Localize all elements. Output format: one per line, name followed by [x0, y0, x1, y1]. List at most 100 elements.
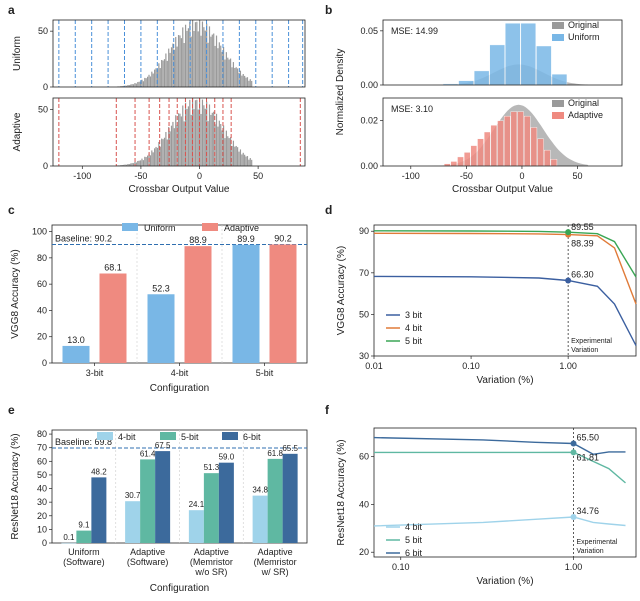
histogram-bar	[158, 63, 160, 87]
x-tick-label: 0.01	[365, 361, 383, 371]
histogram-bar	[210, 114, 212, 166]
panel-f-resnet18-variation: Experimental Variation 4 bit 5 bit 6 bit 65.5…	[336, 427, 637, 587]
legend-swatch-original	[552, 100, 564, 107]
legend-label: 3 bit	[405, 310, 423, 320]
quantized-density-bar	[489, 44, 505, 86]
plot-frame	[51, 224, 308, 364]
bar-6-bit	[91, 477, 107, 543]
y-tick-label: 40	[37, 305, 47, 315]
y-tick-label: 0.02	[360, 116, 378, 126]
panel-label-a: a	[8, 3, 15, 17]
histogram-bar	[186, 109, 188, 166]
y-tick-label: 80	[37, 253, 47, 263]
histogram-bar	[177, 35, 180, 87]
legend-swatch-uniform	[122, 223, 138, 231]
y-tick-label: 0	[43, 161, 48, 171]
histogram-bar	[121, 165, 123, 166]
histogram-bar	[207, 42, 209, 87]
bar-value-label: 24.1	[189, 500, 205, 509]
histogram-bar	[175, 37, 177, 87]
x-tick-label: 5-bit	[256, 368, 274, 378]
histogram-bar	[215, 113, 218, 166]
panel-b-density: 0.00 0.05 MSE: 14.99 Original Uniform 0.00 0.0…	[335, 19, 623, 195]
bar-6-bit	[218, 462, 234, 543]
histogram-bar	[144, 77, 146, 87]
quantized-density-bar	[520, 23, 537, 86]
legend-label: Uniform	[568, 32, 600, 42]
histogram-bar	[147, 155, 149, 166]
plot-frame	[52, 19, 306, 88]
histogram-bar	[149, 76, 152, 87]
histogram-bar	[132, 84, 135, 87]
histogram-bar	[201, 21, 204, 87]
histogram-bar	[241, 75, 243, 87]
histogram-bar	[163, 59, 166, 87]
histogram-bar	[172, 121, 174, 166]
legend-label: 6-bit	[243, 432, 261, 442]
x-tick-label: 50	[253, 171, 263, 181]
histogram-bar	[179, 35, 181, 87]
histogram-bar	[141, 158, 143, 166]
histogram-bar	[154, 69, 156, 87]
histogram-bar	[134, 161, 136, 166]
histogram-bar	[151, 71, 153, 87]
histogram-bar	[184, 24, 187, 87]
legend-label: Original	[568, 20, 599, 30]
quantized-density-bar	[517, 111, 524, 167]
x-axis-label: Configuration	[150, 583, 209, 594]
histogram-bar	[168, 48, 170, 87]
panel-label-e: e	[8, 403, 15, 417]
histogram-bar	[211, 34, 213, 87]
histogram-bar	[134, 83, 136, 87]
histogram-bar	[187, 106, 189, 166]
histogram-bar	[163, 137, 166, 166]
legend-label: 5 bit	[405, 336, 423, 346]
x-tick-label: (Software)	[63, 557, 105, 567]
histogram-bar	[175, 115, 177, 166]
histogram-bar	[238, 72, 240, 87]
x-tick-label: -50	[460, 171, 473, 181]
x-tick-label: Adaptive	[194, 547, 229, 557]
histogram-bar	[251, 159, 253, 166]
histogram-bar	[138, 160, 140, 166]
bar-value-label: 61.4	[140, 449, 156, 458]
histogram-bar	[246, 156, 249, 166]
quantized-density-bar	[490, 124, 498, 167]
histogram-bar	[249, 79, 251, 87]
histogram-bar	[241, 154, 243, 166]
bar-value-label: 0.1	[63, 533, 75, 542]
histogram-bar	[218, 120, 220, 166]
experimental-variation-label: Experimental	[577, 539, 618, 546]
bar-value-label: 34.8	[252, 486, 268, 495]
value-annotation: 66.30	[571, 270, 594, 280]
bar-5-bit	[76, 530, 92, 543]
bar-value-label: 48.2	[91, 467, 107, 476]
histogram-bar	[127, 85, 129, 87]
histogram-bar	[222, 47, 225, 87]
histogram-bar	[190, 36, 192, 87]
histogram-bar	[124, 164, 126, 166]
histogram-bar	[200, 35, 202, 87]
x-tick-label: 50	[573, 171, 583, 181]
experimental-variation-label: Variation	[577, 548, 604, 555]
bar-adaptive	[184, 246, 212, 363]
value-annotation: 61.81	[577, 452, 600, 462]
bar-value-label: 68.1	[104, 262, 122, 272]
bar-value-label: 59.0	[219, 453, 235, 462]
quantized-density-bar	[536, 45, 552, 86]
bar-value-label: 67.5	[155, 441, 171, 450]
histogram-bar	[131, 163, 133, 166]
x-tick-label: 4-bit	[171, 368, 189, 378]
histogram-bar	[227, 136, 229, 166]
bar-4-bit	[252, 495, 268, 543]
bar-value-label: 51.3	[204, 463, 220, 472]
histogram-bar	[139, 160, 142, 166]
histogram-bar	[193, 109, 195, 166]
histogram-bar	[197, 109, 199, 166]
y-axis-label: VGG8 Accuracy (%)	[336, 246, 347, 335]
histogram-bar	[224, 59, 226, 87]
legend-swatch-original	[552, 22, 564, 29]
histogram-bar	[220, 45, 222, 87]
histogram-bar	[196, 21, 198, 88]
